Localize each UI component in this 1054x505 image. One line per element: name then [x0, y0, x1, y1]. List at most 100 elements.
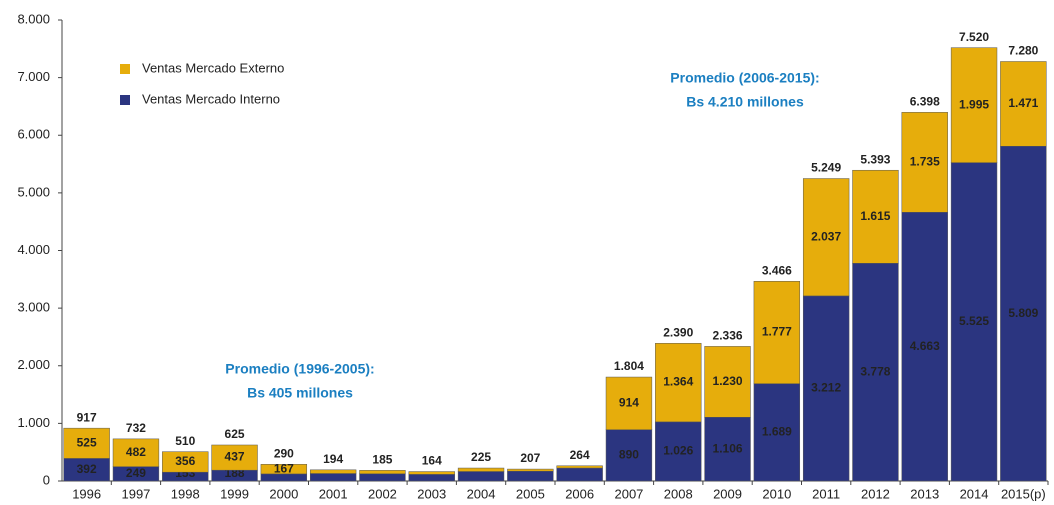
annotation: Promedio (1996-2005): [225, 361, 374, 377]
x-tick-label: 1997 [121, 486, 150, 501]
value-label: 249 [126, 466, 146, 480]
bar-segment [260, 464, 308, 475]
value-label: 890 [619, 448, 639, 462]
bar-segment [655, 421, 702, 482]
x-tick-label: 2010 [762, 486, 791, 501]
bar-segment [112, 438, 160, 467]
bar-segment [704, 346, 751, 418]
value-label: 1.364 [663, 375, 693, 389]
value-label: 1.689 [762, 425, 792, 439]
annotation: Bs 4.210 millones [686, 94, 804, 110]
y-tick-label: 5.000 [17, 184, 50, 199]
bar-segment [211, 444, 258, 471]
value-label: 525 [77, 435, 97, 449]
total-label: 7.280 [1008, 44, 1038, 58]
y-tick-label: 6.000 [17, 127, 50, 142]
x-tick-label: 2015(p) [1001, 486, 1046, 501]
total-label: 185 [372, 453, 392, 467]
total-label: 264 [570, 448, 590, 462]
legend-swatch [120, 64, 130, 74]
bar-segment [162, 451, 209, 473]
bar-segment [704, 417, 751, 482]
x-tick-label: 2011 [812, 486, 840, 501]
y-tick-label: 7.000 [17, 69, 50, 84]
total-label: 290 [274, 446, 294, 460]
total-label: 6.398 [910, 94, 940, 108]
bar-segment [753, 383, 801, 482]
bar-segment [802, 178, 850, 297]
x-tick-label: 2002 [368, 486, 397, 501]
total-label: 164 [422, 454, 442, 468]
x-tick-label: 1996 [72, 486, 101, 501]
value-label: 392 [77, 462, 97, 476]
y-tick-label: 1.000 [17, 415, 50, 430]
value-label: 4.663 [910, 339, 940, 353]
y-tick-label: 3.000 [17, 300, 50, 315]
bar-segment [852, 263, 899, 482]
value-label: 356 [175, 454, 195, 468]
bar-segment [605, 376, 653, 430]
x-tick-label: 2001 [319, 486, 348, 501]
bar-segment [556, 465, 603, 469]
total-label: 1.804 [614, 359, 644, 373]
bar-segment [1000, 61, 1047, 147]
x-tick-label: 1999 [220, 486, 249, 501]
bar-segment [950, 162, 998, 482]
total-label: 917 [77, 410, 97, 424]
total-label: 7.520 [959, 30, 989, 44]
x-tick-label: 2009 [713, 486, 742, 501]
bar-segment [359, 470, 406, 475]
value-label: 2.037 [811, 229, 841, 243]
x-tick-label: 2000 [269, 486, 298, 501]
bar-segment [605, 429, 653, 482]
total-label: 510 [175, 434, 195, 448]
value-label: 3.778 [860, 364, 890, 378]
value-label: 1.471 [1008, 96, 1038, 110]
x-tick-label: 2014 [960, 486, 989, 501]
value-label: 1.026 [663, 444, 693, 458]
legend-label: Ventas Mercado Interno [142, 91, 280, 106]
total-label: 732 [126, 421, 146, 435]
bar-segment [802, 295, 850, 482]
total-label: 3.466 [762, 263, 792, 277]
bar-segment [309, 469, 357, 474]
x-tick-label: 2013 [910, 486, 939, 501]
bar-segment [457, 471, 505, 482]
bar-segment [852, 169, 899, 264]
x-tick-label: 2006 [565, 486, 594, 501]
bar-segment [408, 474, 455, 482]
bar-segment [655, 343, 702, 423]
y-tick-label: 4.000 [17, 242, 50, 257]
total-label: 2.390 [663, 325, 693, 339]
legend-swatch [120, 95, 130, 105]
bar-segment [901, 212, 948, 482]
legend-label: Ventas Mercado Externo [142, 60, 284, 75]
bar-segment [309, 473, 357, 482]
value-label: 1.735 [910, 154, 940, 168]
x-tick-label: 2005 [516, 486, 545, 501]
value-label: 1.106 [713, 441, 743, 455]
bar-segment [63, 427, 110, 459]
bar-segment [556, 467, 603, 482]
annotation: Promedio (2006-2015): [670, 70, 819, 86]
bar-segment [507, 470, 554, 482]
y-tick-label: 0 [43, 472, 50, 487]
value-label: 482 [126, 445, 146, 459]
x-tick-label: 2003 [417, 486, 446, 501]
bar-segment [950, 47, 998, 163]
total-label: 625 [225, 427, 245, 441]
x-tick-label: 2004 [467, 486, 496, 501]
value-label: 5.525 [959, 314, 989, 328]
bar-segment [507, 468, 554, 472]
value-label: 1.615 [860, 209, 890, 223]
value-label: 3.212 [811, 381, 841, 395]
total-label: 225 [471, 450, 491, 464]
total-label: 5.393 [860, 152, 890, 166]
value-label: 914 [619, 396, 639, 410]
x-tick-label: 2007 [614, 486, 643, 501]
value-label: 5.809 [1008, 306, 1038, 320]
annotation: Bs 405 millones [247, 385, 353, 401]
value-label: 437 [225, 450, 245, 464]
total-label: 2.336 [713, 329, 743, 343]
